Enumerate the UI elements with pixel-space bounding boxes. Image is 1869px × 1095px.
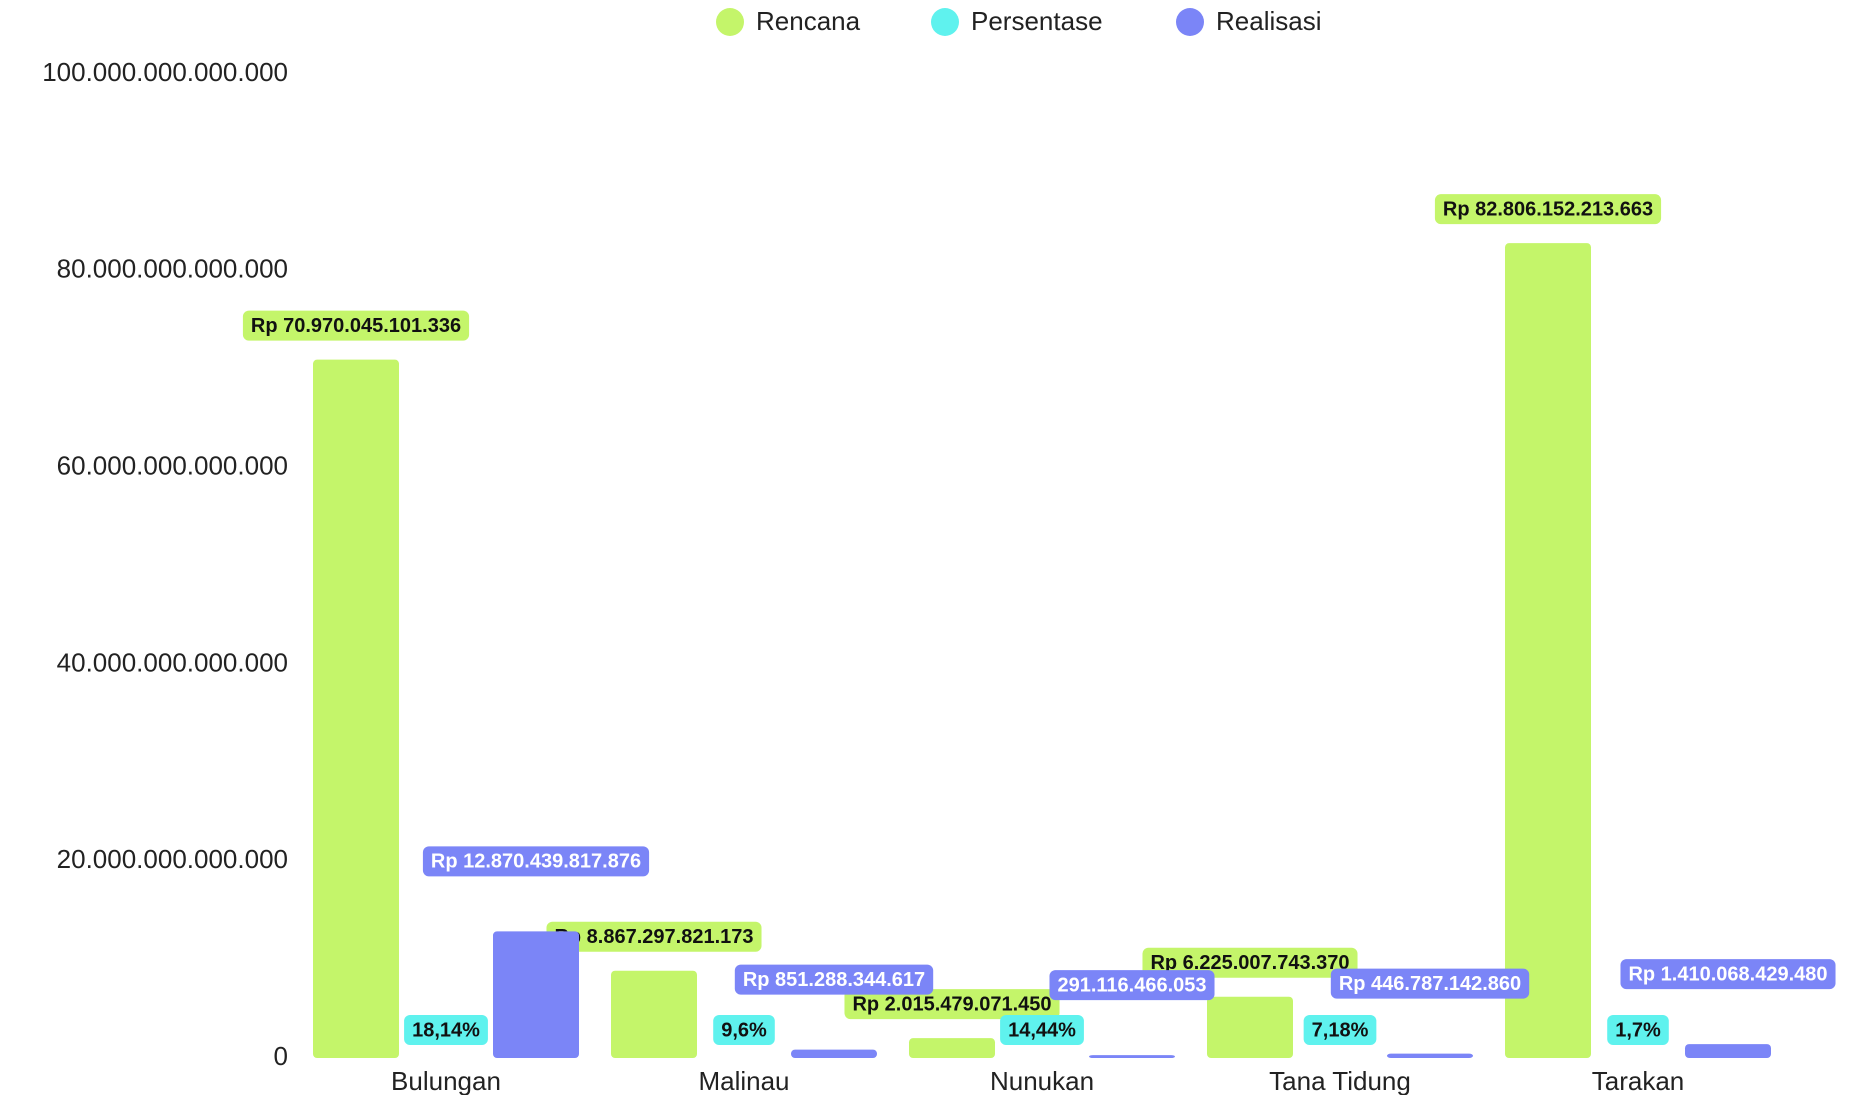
x-tick-label: Tana Tidung — [1269, 1066, 1411, 1095]
value-label: Rp 446.787.142.860 — [1339, 973, 1521, 995]
value-label-bg — [546, 921, 762, 952]
bar — [1207, 996, 1293, 1058]
y-tick-label: 0 — [274, 1041, 288, 1071]
value-label-bg — [713, 1015, 775, 1045]
value-label: Rp 851.288.344.617 — [743, 969, 925, 991]
y-tick-label: 40.000.000.000.000 — [57, 647, 288, 677]
y-tick-label: 100.000.000.000.000 — [42, 57, 288, 87]
legend-marker — [716, 8, 744, 36]
y-tick-label: 20.000.000.000.000 — [57, 844, 288, 874]
value-label-bg — [404, 1015, 488, 1045]
value-label: 14,44% — [1008, 1019, 1076, 1041]
bar — [1685, 1044, 1771, 1058]
value-label-bg — [1000, 1015, 1084, 1045]
value-label: Rp 2.015.479.071.450 — [852, 993, 1051, 1015]
legend-label: Realisasi — [1216, 6, 1322, 36]
x-tick-label: Bulungan — [391, 1066, 501, 1095]
legend-label: Rencana — [756, 6, 861, 36]
value-label: 1,7% — [1615, 1019, 1661, 1041]
value-label-bg — [1434, 194, 1662, 225]
y-tick-label: 80.000.000.000.000 — [57, 254, 288, 284]
x-tick-label: Tarakan — [1592, 1066, 1685, 1095]
bar — [611, 970, 697, 1058]
value-label: Rp 6.225.007.743.370 — [1150, 952, 1349, 974]
x-tick-label: Nunukan — [990, 1066, 1094, 1095]
legend-label: Persentase — [971, 6, 1103, 36]
value-label-bg — [1620, 959, 1836, 990]
value-label-bg — [844, 989, 1060, 1020]
bar — [493, 931, 579, 1058]
legend-marker — [931, 8, 959, 36]
value-label-bg — [1607, 1015, 1669, 1045]
value-label: Rp 82.806.152.213.663 — [1443, 198, 1653, 220]
value-label: Rp 8.867.297.821.173 — [554, 926, 753, 948]
value-label-bg — [242, 310, 470, 341]
value-label: Rp 70.970.045.101.336 — [251, 315, 461, 337]
value-label-bg — [1049, 970, 1215, 1001]
bar — [791, 1049, 877, 1058]
value-label: 9,6% — [721, 1019, 767, 1041]
value-label: 18,14% — [412, 1019, 480, 1041]
value-label-bg — [734, 964, 934, 995]
value-label: Rp 12.870.439.817.876 — [431, 851, 641, 873]
bar — [909, 1038, 995, 1058]
value-label-bg — [1330, 968, 1530, 999]
value-label: 291.116.466.053 — [1057, 974, 1206, 996]
value-label: Rp 1.410.068.429.480 — [1628, 963, 1827, 985]
bar — [1505, 243, 1591, 1058]
legend-marker — [1176, 8, 1204, 36]
bar — [1089, 1055, 1175, 1058]
bar — [1387, 1053, 1473, 1058]
bar — [313, 359, 399, 1058]
value-label: 7,18% — [1312, 1019, 1369, 1041]
y-tick-label: 60.000.000.000.000 — [57, 450, 288, 480]
value-label-bg — [422, 846, 650, 877]
value-label-bg — [1303, 1015, 1377, 1045]
x-tick-label: Malinau — [698, 1066, 789, 1095]
